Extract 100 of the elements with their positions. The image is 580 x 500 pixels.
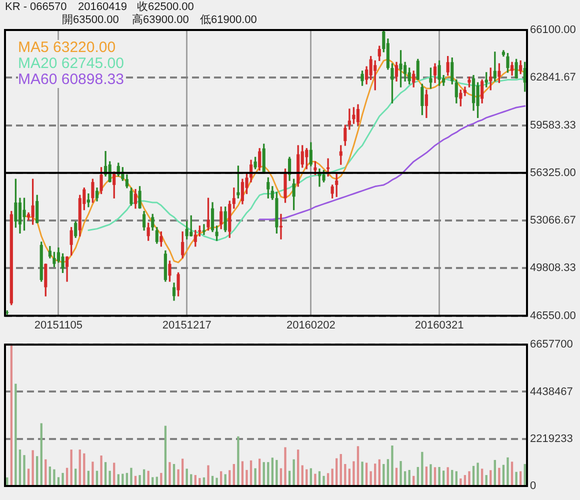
bar	[490, 470, 492, 486]
bar	[455, 471, 458, 486]
bar	[356, 446, 360, 486]
bar	[40, 423, 42, 486]
bar	[460, 478, 462, 486]
bar	[194, 475, 196, 486]
bar	[14, 384, 17, 486]
bar	[485, 475, 488, 486]
bar	[404, 471, 406, 486]
bar	[100, 456, 102, 486]
y-tick-label: 59583.33	[530, 119, 576, 132]
bar	[378, 459, 380, 486]
bar	[416, 466, 419, 486]
bar	[177, 469, 180, 486]
bar	[434, 467, 436, 486]
chart-title: KR - 066570	[5, 1, 67, 13]
bar	[198, 478, 201, 486]
bar	[164, 426, 167, 486]
bar	[348, 468, 351, 486]
bar	[344, 464, 346, 486]
bar	[254, 468, 256, 486]
bar	[365, 462, 368, 486]
bar	[152, 477, 154, 486]
bar	[506, 457, 509, 486]
bar	[306, 469, 308, 486]
candlestick	[326, 158, 330, 177]
bar	[186, 468, 188, 486]
bar	[498, 468, 500, 486]
y-tick-label: 62841.67	[530, 72, 576, 84]
bar	[23, 455, 26, 486]
bar	[113, 462, 116, 486]
y-tick-label: 6657700	[530, 338, 573, 351]
bar	[241, 461, 244, 486]
bar	[326, 473, 330, 486]
bar	[126, 472, 128, 486]
text: 高63900.00	[132, 14, 189, 26]
bar	[92, 462, 94, 486]
bar	[83, 453, 86, 486]
bar	[216, 478, 218, 486]
bar	[276, 460, 278, 486]
text: 20160419	[78, 1, 127, 13]
bar	[425, 466, 428, 486]
x-tick-label: 20160202	[286, 319, 336, 332]
x-tick-label: 20151217	[162, 319, 212, 332]
bar	[395, 468, 398, 486]
text: MA60 60898.33	[18, 71, 126, 88]
x-tick-label: 20151105	[34, 319, 83, 332]
bar	[232, 464, 235, 486]
bar	[515, 472, 518, 486]
bar	[48, 466, 52, 486]
bar	[382, 464, 385, 486]
bar	[142, 469, 146, 486]
y-tick-label: 66100.00	[530, 24, 576, 36]
bar	[224, 474, 226, 486]
text: 收62500.00	[137, 1, 194, 13]
bar	[284, 447, 286, 486]
y-tick-label: 53066.67	[530, 214, 576, 227]
bar	[446, 467, 449, 486]
bar	[207, 465, 210, 486]
bar	[32, 450, 34, 486]
text: 低61900.00	[200, 14, 257, 26]
bar	[502, 464, 505, 486]
bar	[301, 465, 304, 486]
bar	[476, 462, 479, 486]
bar	[520, 471, 522, 486]
y-tick-label: 2219233	[530, 432, 573, 445]
bar	[421, 452, 424, 486]
bar	[430, 464, 432, 486]
bar	[438, 466, 440, 486]
bar	[117, 474, 120, 486]
bar	[510, 462, 514, 486]
y-tick-label: 56325.00	[530, 166, 576, 179]
bar	[271, 458, 274, 486]
bar	[44, 459, 47, 486]
bar	[228, 470, 231, 486]
bar	[318, 471, 321, 486]
bar	[370, 471, 372, 486]
bar	[74, 468, 77, 486]
bar	[292, 459, 295, 486]
bar	[262, 462, 265, 486]
x-tick-label: 20160321	[414, 319, 464, 332]
candlestick	[86, 193, 90, 208]
bar	[66, 468, 68, 486]
bar	[361, 462, 364, 486]
text: MA5 63220.00	[18, 39, 118, 56]
bar	[408, 470, 410, 486]
bar	[104, 462, 107, 486]
bar	[464, 475, 466, 486]
bar	[336, 458, 338, 486]
bar	[400, 461, 402, 486]
y-tick-label: 49808.33	[530, 262, 576, 274]
y-tick-label: 46550.00	[530, 310, 576, 322]
bar	[190, 474, 192, 486]
bar	[27, 468, 30, 486]
bar	[237, 436, 240, 486]
y-tick-label: 0	[530, 480, 536, 492]
y-tick-label: 4438467	[530, 386, 573, 398]
bar	[340, 454, 342, 486]
bar	[451, 470, 454, 486]
bar	[480, 468, 484, 486]
